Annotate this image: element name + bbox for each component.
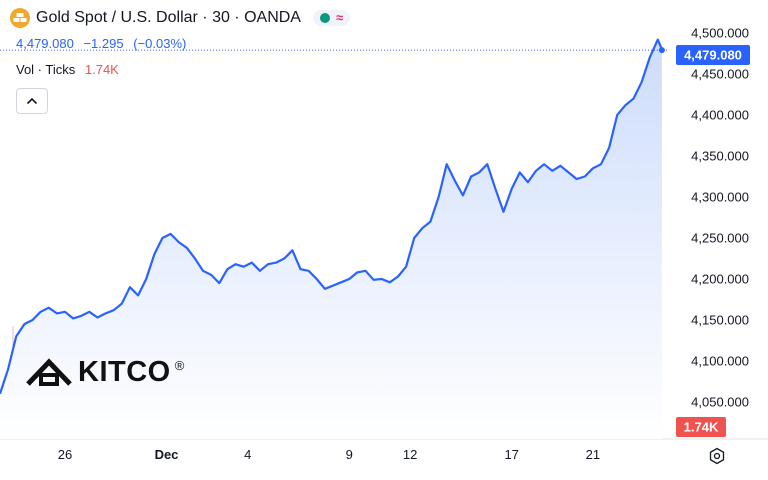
- y-tick-label: 4,150.000: [691, 313, 749, 328]
- chart-settings-button[interactable]: [706, 445, 728, 467]
- x-tick-label: 21: [586, 447, 600, 462]
- chevron-up-icon: [26, 97, 38, 105]
- y-tick-label: 4,250.000: [691, 231, 749, 246]
- y-tick-label: 4,050.000: [691, 395, 749, 410]
- last-price-label-text: 4,479.080: [684, 48, 742, 63]
- x-tick-label: 26: [58, 447, 72, 462]
- volume-label: 1.74K: [676, 417, 726, 437]
- kitco-logo-text: KITCO: [78, 356, 171, 388]
- chart-header: Gold Spot / U.S. Dollar · 30 · OANDA ≈: [10, 6, 351, 30]
- price-axis[interactable]: 4,500.000 4,450.000 4,400.000 4,350.000 4,30…: [691, 26, 749, 410]
- gold-bars-icon[interactable]: [10, 8, 30, 28]
- volume-legend[interactable]: Vol · Ticks 1.74K: [16, 62, 119, 77]
- x-tick-label: 17: [504, 447, 518, 462]
- x-tick-label: Dec: [155, 447, 179, 462]
- collapse-legend-button[interactable]: [16, 88, 48, 114]
- last-price-label: 4,479.080: [676, 45, 750, 65]
- volume-label-text: 1.74K: [684, 420, 719, 435]
- y-tick-label: 4,500.000: [691, 26, 749, 41]
- y-tick-label: 4,300.000: [691, 190, 749, 205]
- x-tick-label: 9: [346, 447, 353, 462]
- last-price-dot: [658, 47, 665, 54]
- y-tick-label: 4,350.000: [691, 149, 749, 164]
- y-tick-label: 4,100.000: [691, 354, 749, 369]
- delayed-wave-icon: ≈: [335, 10, 344, 25]
- time-axis[interactable]: 26 Dec 4 9 12 17 21: [58, 447, 600, 462]
- price-change: −1.295: [83, 36, 124, 51]
- registered-mark: ®: [174, 358, 185, 373]
- volume-legend-value: 1.74K: [84, 62, 119, 77]
- kitco-watermark: KITCO ®: [24, 356, 184, 389]
- gear-icon: [709, 447, 725, 465]
- market-open-dot-icon: [319, 13, 330, 23]
- volume-legend-label: Vol · Ticks: [16, 62, 76, 77]
- market-status[interactable]: ≈: [312, 10, 351, 26]
- x-tick-label: 4: [244, 447, 251, 462]
- quote-row: 4,479.080 −1.295 (−0.03%): [16, 36, 186, 51]
- y-tick-label: 4,400.000: [691, 108, 749, 123]
- last-price: 4,479.080: [16, 36, 74, 51]
- kitco-logo-icon: [26, 357, 72, 386]
- price-line: [0, 38, 663, 395]
- y-tick-label: 4,200.000: [691, 272, 749, 287]
- price-area-fill: [0, 39, 662, 439]
- x-tick-label: 12: [403, 447, 417, 462]
- y-tick-label: 4,450.000: [691, 67, 749, 82]
- price-change-pct: (−0.03%): [133, 36, 187, 51]
- symbol-title[interactable]: Gold Spot / U.S. Dollar · 30 · OANDA: [36, 9, 301, 26]
